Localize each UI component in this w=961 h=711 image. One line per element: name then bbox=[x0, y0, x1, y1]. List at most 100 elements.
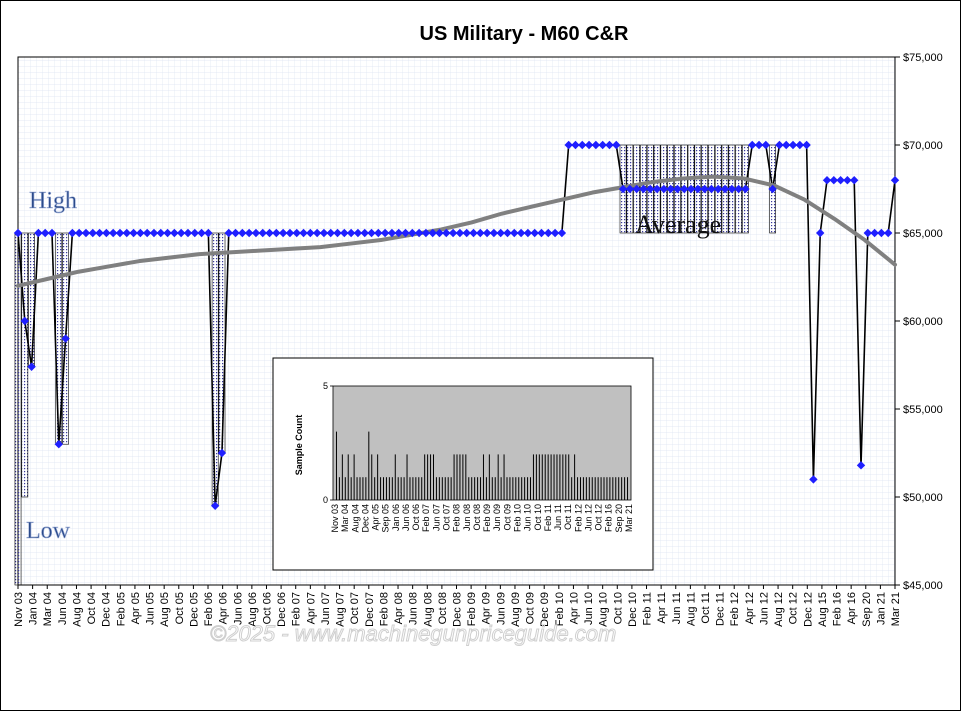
low-annotation: Low bbox=[26, 518, 71, 544]
x-tick-label: Aug 04 bbox=[71, 592, 83, 627]
price-point bbox=[238, 228, 247, 238]
price-point bbox=[258, 228, 267, 238]
price-point bbox=[122, 228, 131, 238]
price-point bbox=[74, 228, 84, 238]
sample-count-inset: Sample Count 05 Nov 03 Mar 04 Aug 04 Dec 04… bbox=[272, 357, 654, 571]
x-tick-label: Jan 21 bbox=[875, 592, 887, 625]
y-tick-label: $75,000 bbox=[903, 52, 943, 64]
price-point bbox=[884, 228, 893, 238]
inset-x-tick-label: Feb 07 bbox=[421, 504, 431, 532]
chart-title: US Military - M60 C&R bbox=[420, 23, 629, 45]
inset-y-label: Sample Count bbox=[294, 415, 304, 476]
price-point bbox=[81, 228, 91, 238]
inset-y-axis: 05 bbox=[323, 381, 333, 505]
y-tick-label: $50,000 bbox=[903, 492, 943, 504]
price-point bbox=[47, 228, 57, 238]
inset-x-tick-label: Oct 10 bbox=[533, 504, 543, 531]
inset-x-tick-label: Feb 12 bbox=[573, 504, 583, 532]
x-tick-label: Dec 08 bbox=[452, 592, 464, 627]
price-point bbox=[659, 184, 669, 194]
x-tick-label: Apr 08 bbox=[393, 592, 405, 624]
price-point bbox=[190, 228, 199, 238]
inset-x-tick-label: Dec 04 bbox=[360, 504, 370, 533]
high-low-range bbox=[218, 232, 226, 454]
price-point bbox=[374, 228, 383, 238]
price-point bbox=[251, 228, 261, 238]
price-point bbox=[646, 184, 655, 194]
price-point bbox=[680, 184, 689, 194]
high-low-range bbox=[211, 232, 219, 507]
x-tick-label: Dec 11 bbox=[715, 592, 727, 626]
x-tick-label: Aug 07 bbox=[335, 592, 347, 627]
price-point bbox=[367, 228, 376, 238]
price-point bbox=[333, 228, 342, 238]
x-tick-label: Jan 04 bbox=[28, 592, 40, 625]
inset-x-tick-label: Feb 10 bbox=[512, 504, 522, 532]
x-tick-label: Feb 05 bbox=[115, 592, 127, 626]
inset-x-tick-label: Mar 04 bbox=[340, 504, 350, 532]
price-point bbox=[163, 228, 172, 238]
x-tick-label: Mar 04 bbox=[42, 592, 54, 626]
x-tick-label: Apr 07 bbox=[305, 592, 317, 624]
price-point bbox=[591, 140, 601, 150]
price-point bbox=[346, 228, 356, 238]
price-point bbox=[380, 228, 390, 238]
x-tick-label: Sep 20 bbox=[861, 592, 873, 627]
price-point bbox=[700, 184, 709, 194]
x-tick-label: Aug 05 bbox=[159, 592, 171, 627]
x-tick-label: Feb 12 bbox=[729, 592, 741, 626]
x-tick-label: Dec 10 bbox=[627, 592, 639, 627]
price-point bbox=[557, 228, 567, 238]
price-point bbox=[414, 228, 424, 238]
y-tick-label: $70,000 bbox=[903, 140, 943, 152]
inset-x-tick-label: Jun 12 bbox=[583, 504, 593, 531]
x-tick-label: Feb 10 bbox=[554, 592, 566, 626]
x-tick-label: Apr 16 bbox=[846, 592, 858, 624]
price-points bbox=[13, 140, 900, 510]
inset-x-tick-label: Jun 10 bbox=[523, 504, 533, 531]
price-point bbox=[299, 228, 308, 238]
price-point bbox=[863, 228, 873, 238]
price-point bbox=[20, 316, 29, 326]
x-tick-label: Oct 05 bbox=[174, 592, 186, 624]
price-point bbox=[856, 461, 866, 470]
price-point bbox=[231, 228, 240, 238]
inset-x-tick-label: Oct 09 bbox=[502, 504, 512, 531]
inset-y-tick-label: 5 bbox=[323, 381, 328, 391]
price-point bbox=[448, 228, 458, 238]
x-tick-label: Oct 12 bbox=[788, 592, 800, 624]
price-point bbox=[741, 184, 750, 194]
price-point bbox=[95, 228, 104, 238]
price-point bbox=[489, 228, 499, 238]
price-point bbox=[401, 228, 410, 238]
x-tick-label: Oct 10 bbox=[612, 592, 624, 624]
price-point bbox=[516, 228, 526, 238]
price-point bbox=[88, 228, 97, 238]
price-point bbox=[720, 184, 730, 194]
x-tick-label: Mar 21 bbox=[890, 592, 902, 626]
price-point bbox=[387, 228, 397, 238]
trend-line bbox=[16, 174, 897, 288]
x-tick-label: Apr 12 bbox=[744, 592, 756, 624]
price-point bbox=[632, 184, 641, 194]
price-point bbox=[714, 184, 723, 194]
price-point bbox=[877, 228, 886, 238]
price-point bbox=[435, 228, 444, 238]
price-point bbox=[34, 228, 43, 238]
price-point bbox=[326, 228, 335, 238]
price-point bbox=[482, 228, 492, 238]
inset-x-tick-label: Nov 03 bbox=[330, 504, 340, 533]
price-point bbox=[652, 184, 662, 194]
price-point bbox=[612, 140, 621, 150]
price-point bbox=[27, 362, 36, 371]
x-tick-label: Feb 09 bbox=[466, 592, 478, 626]
x-tick-label: Oct 09 bbox=[525, 592, 537, 624]
x-tick-label: Jun 04 bbox=[57, 592, 69, 625]
price-point bbox=[544, 228, 553, 238]
x-axis: Nov 03 Jan 04 Mar 04 Jun 04 Aug 04 Oct 04 Dec … bbox=[13, 585, 902, 627]
price-point bbox=[319, 228, 329, 238]
inset-x-tick-label: Sep 05 bbox=[381, 504, 391, 533]
price-point bbox=[550, 228, 560, 238]
price-point bbox=[156, 228, 165, 238]
x-tick-label: Aug 08 bbox=[422, 592, 434, 627]
